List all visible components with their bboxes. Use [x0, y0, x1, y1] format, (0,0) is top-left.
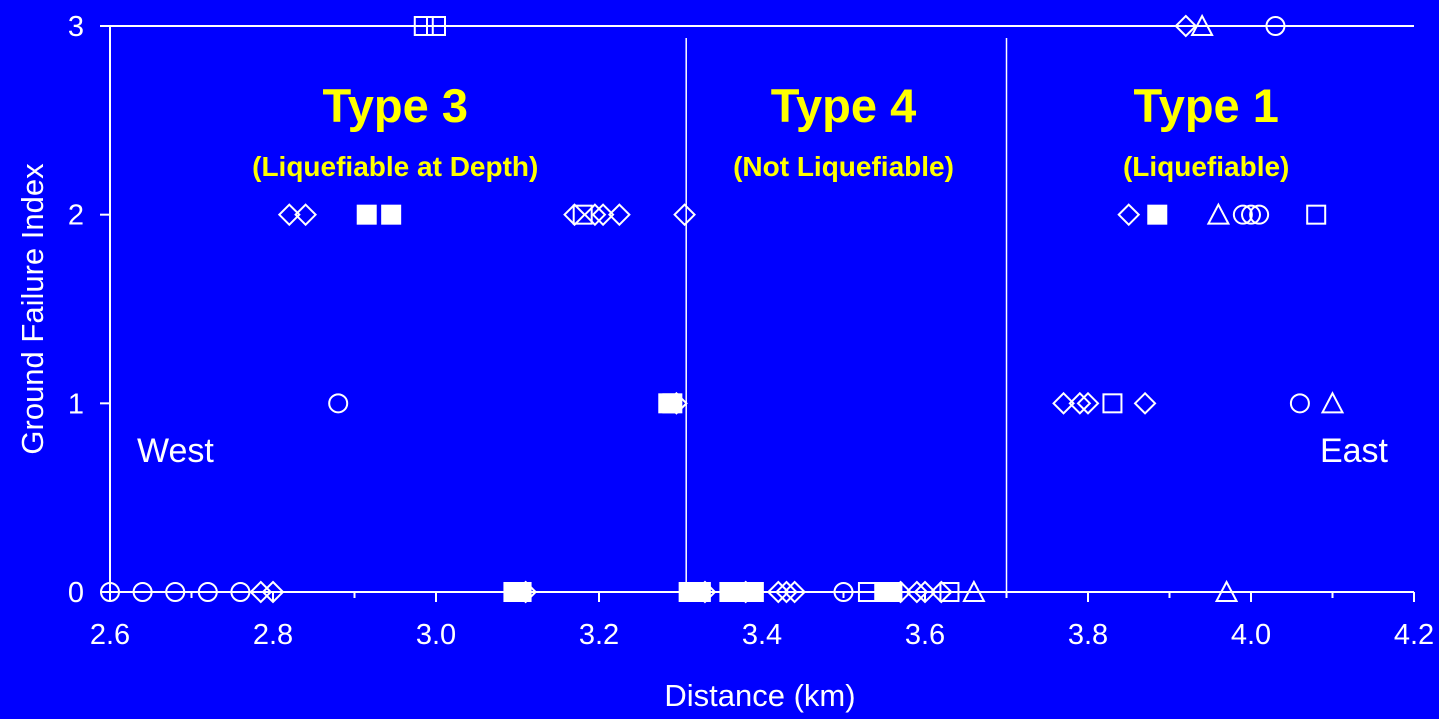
marker-square-filled	[381, 204, 402, 225]
marker-square-filled	[662, 393, 683, 414]
marker-circle	[1289, 393, 1310, 414]
tick-labels: 2.6 2.8 3.0 3.2 3.4 3.6 3.8 4.0 4.2 0 1 2 3	[68, 11, 1434, 651]
marker-diamond	[607, 203, 631, 227]
marker-diamond	[775, 580, 798, 604]
y-axis-title: Ground Failure Index	[15, 163, 50, 455]
data-markers	[100, 13, 1345, 604]
marker-triangle	[1214, 579, 1239, 602]
marker-square-filled	[356, 204, 377, 225]
marker-diamond	[673, 203, 696, 227]
east-label: East	[1320, 432, 1389, 470]
marker-square-filled	[1147, 204, 1168, 225]
marker-triangle	[962, 579, 986, 602]
marker-diamond	[783, 580, 807, 604]
y-tick-label: 1	[68, 388, 84, 420]
marker-square-open	[426, 16, 446, 36]
marker-diamond	[277, 203, 301, 227]
marker-circle	[197, 582, 218, 602]
region-subtitle-3: (Liquefiable)	[1123, 151, 1289, 182]
marker-diamond	[766, 580, 790, 604]
x-tick-label: 3.0	[416, 619, 456, 651]
marker-diamond	[591, 203, 615, 227]
marker-diamond	[583, 203, 607, 227]
marker-diamond	[1174, 14, 1198, 38]
marker-circle	[100, 582, 120, 602]
marker-diamond	[1068, 391, 1092, 415]
marker-circle	[1241, 204, 1261, 225]
marker-square-open	[1306, 204, 1327, 225]
x-tick-label: 2.8	[253, 619, 293, 651]
y-tick-label: 3	[68, 11, 84, 43]
marker-circle	[1249, 204, 1270, 225]
marker-square-open	[939, 582, 960, 602]
marker-circle	[833, 582, 854, 602]
marker-square-filled	[690, 582, 711, 602]
x-tick-label: 3.6	[905, 619, 945, 651]
marker-circle	[1265, 16, 1286, 36]
x-tick-label: 3.4	[742, 619, 782, 651]
x-tick-label: 3.8	[1068, 619, 1108, 651]
region-boundaries	[685, 38, 1008, 592]
marker-diamond	[1052, 391, 1075, 415]
marker-triangle	[1206, 202, 1231, 225]
marker-square-filled	[882, 582, 903, 602]
marker-diamond	[913, 580, 937, 604]
x-tick-label: 2.6	[90, 619, 130, 651]
marker-circle	[1232, 204, 1253, 225]
marker-triangle	[1190, 13, 1214, 36]
marker-diamond	[261, 580, 285, 604]
marker-square-open	[572, 204, 593, 225]
region-subtitle-2: (Not Liquefiable)	[733, 151, 954, 182]
marker-triangle	[1320, 391, 1345, 414]
marker-circle	[132, 582, 153, 602]
region-subtitle-1: (Liquefiable at Depth)	[252, 151, 538, 182]
marker-diamond	[905, 580, 929, 604]
marker-square-filled	[511, 582, 532, 602]
marker-circle	[328, 393, 349, 414]
x-tick-label: 4.2	[1394, 619, 1434, 651]
x-tick-label: 4.0	[1231, 619, 1271, 651]
y-tick-label: 2	[68, 200, 84, 232]
region-title-1: Type 3	[323, 79, 468, 132]
west-label: West	[137, 432, 214, 470]
y-tick-label: 0	[68, 577, 84, 609]
marker-square-open	[413, 16, 434, 36]
marker-square-filled	[743, 582, 764, 602]
marker-diamond	[1076, 391, 1100, 415]
region-title-3: Type 1	[1133, 79, 1278, 132]
region-labels: Type 3 (Liquefiable at Depth) Type 4 (Not L…	[252, 79, 1289, 182]
region-title-2: Type 4	[771, 79, 916, 132]
marker-circle	[165, 582, 186, 602]
x-tick-label: 3.2	[579, 619, 619, 651]
x-axis-title: Distance (km)	[664, 678, 855, 713]
marker-diamond	[294, 203, 318, 227]
marker-diamond	[1133, 391, 1157, 415]
marker-square-open	[1102, 393, 1123, 414]
marker-diamond	[1117, 203, 1141, 227]
